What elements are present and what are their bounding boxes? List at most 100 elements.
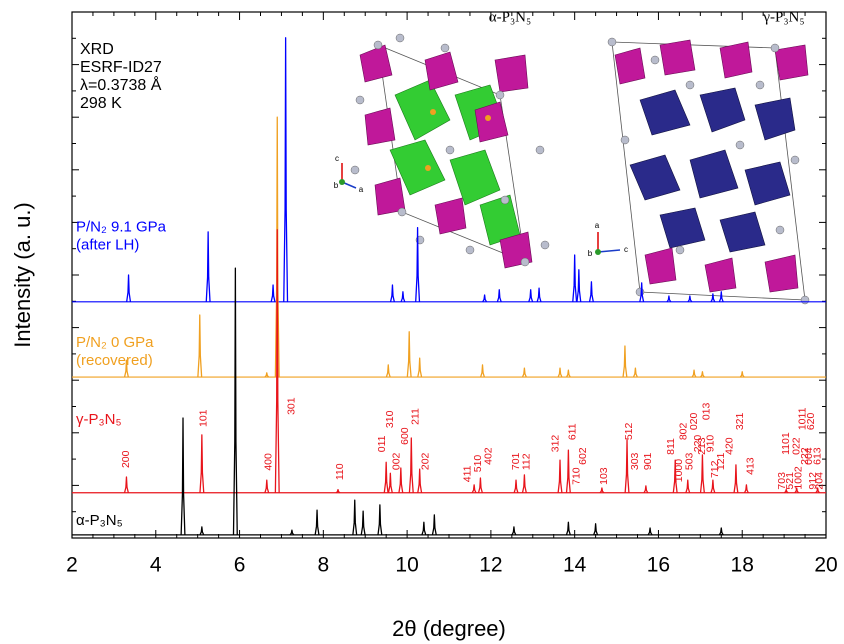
- peak: [431, 514, 437, 535]
- peak: [274, 116, 280, 378]
- peak: [264, 479, 270, 493]
- peak: [482, 294, 488, 303]
- hkl-label: 213: [696, 437, 708, 455]
- atoms: [350, 33, 550, 267]
- peak: [565, 521, 571, 536]
- peak: [743, 484, 749, 494]
- tetrahedra: [359, 44, 533, 269]
- x-tick-label: 18: [731, 554, 754, 577]
- tetrahedra-dark: [629, 87, 796, 253]
- peak: [718, 291, 724, 303]
- hkl-label: 912: [807, 472, 819, 490]
- peak: [639, 282, 645, 302]
- peak: [632, 367, 638, 378]
- hkl-label: 002: [390, 452, 402, 470]
- axis-letter: a: [595, 221, 600, 230]
- peak: [477, 477, 483, 493]
- hkl-label: 411: [462, 465, 474, 482]
- peak: [197, 314, 203, 378]
- x-tick-label: 12: [479, 554, 502, 577]
- hkl-label: 510: [472, 455, 484, 473]
- atoms: [607, 37, 810, 305]
- hkl-label: 611: [566, 423, 578, 440]
- hkl-label: 701: [510, 452, 522, 470]
- crystal-structure-gamma: [595, 37, 810, 305]
- hkl-label: 013: [700, 402, 712, 420]
- peak: [289, 529, 295, 536]
- peak: [389, 284, 395, 302]
- x-tick-label: 4: [150, 554, 162, 577]
- atoms-p: [425, 109, 491, 171]
- hkl-label: 204: [813, 472, 825, 490]
- peak: [283, 37, 289, 302]
- x-tick-label: 14: [563, 554, 587, 577]
- axis-letter: c: [335, 154, 339, 163]
- peak: [126, 274, 132, 302]
- hkl-label: 1002: [793, 466, 805, 490]
- peak: [572, 254, 578, 302]
- hkl-label: 011: [376, 435, 388, 452]
- peak: [691, 369, 697, 378]
- hkl-label: 402: [483, 447, 495, 465]
- peak: [398, 467, 404, 493]
- peak: [536, 287, 542, 302]
- peak: [733, 464, 739, 493]
- peak: [274, 229, 280, 493]
- peak: [815, 487, 821, 494]
- hkl-label: 712: [709, 460, 721, 478]
- hkl-label: 400: [263, 453, 275, 471]
- peak: [783, 488, 789, 494]
- peak: [360, 510, 366, 535]
- hkl-label: 312: [550, 435, 562, 453]
- hkl-label: 211: [409, 408, 421, 425]
- info-text: λ=0.3738 Å: [80, 75, 162, 94]
- axis-letter: a: [359, 185, 364, 194]
- peak: [232, 267, 238, 535]
- peak: [699, 454, 705, 493]
- hkl-label: 1011: [797, 407, 809, 430]
- hkl-label: 901: [642, 452, 654, 470]
- peak: [406, 331, 412, 378]
- hkl-label: 310: [384, 410, 396, 428]
- peak: [383, 461, 389, 493]
- peak: [593, 523, 599, 536]
- info-text: XRD: [80, 41, 114, 58]
- axis-letter: b: [334, 181, 339, 190]
- axis-origin: [595, 249, 601, 255]
- series-sublabel: (recovered): [76, 352, 153, 369]
- hkl-label: 613: [811, 447, 823, 465]
- series-label: γ-P₃N₅: [76, 411, 121, 428]
- series-sublabel: (after LH): [76, 237, 139, 254]
- hkl-label: 1101: [780, 432, 792, 455]
- peak: [180, 417, 186, 535]
- peak: [511, 526, 517, 536]
- peak: [496, 289, 502, 303]
- peak: [687, 295, 693, 303]
- x-axis-title: 2θ (degree): [392, 616, 506, 641]
- hkl-label: 301: [286, 397, 298, 415]
- peak: [672, 459, 678, 493]
- hkl-label: 602: [577, 447, 589, 465]
- info-text: 298 K: [80, 95, 122, 112]
- peak: [588, 281, 594, 302]
- peak: [521, 367, 527, 378]
- peak: [264, 372, 270, 378]
- axis-origin: [339, 179, 345, 185]
- hkl-label: 202: [420, 452, 432, 470]
- peak: [417, 357, 423, 378]
- hkl-label: 020: [688, 412, 700, 430]
- hkl-label: 022: [790, 437, 802, 455]
- series-label: α-P₃N₅: [76, 512, 123, 529]
- peak: [205, 231, 211, 302]
- x-tick-label: 8: [317, 554, 329, 577]
- hkl-label: 910: [705, 435, 717, 453]
- hkl-label: 220: [692, 435, 704, 453]
- hkl-label: 321: [734, 412, 746, 430]
- peak: [718, 527, 724, 536]
- info-text: ESRF-ID27: [80, 59, 162, 76]
- crystal-structure-alpha: [339, 33, 550, 269]
- hkl-label: 110: [334, 463, 346, 480]
- hkl-label: 811: [665, 438, 677, 455]
- peak: [521, 474, 527, 493]
